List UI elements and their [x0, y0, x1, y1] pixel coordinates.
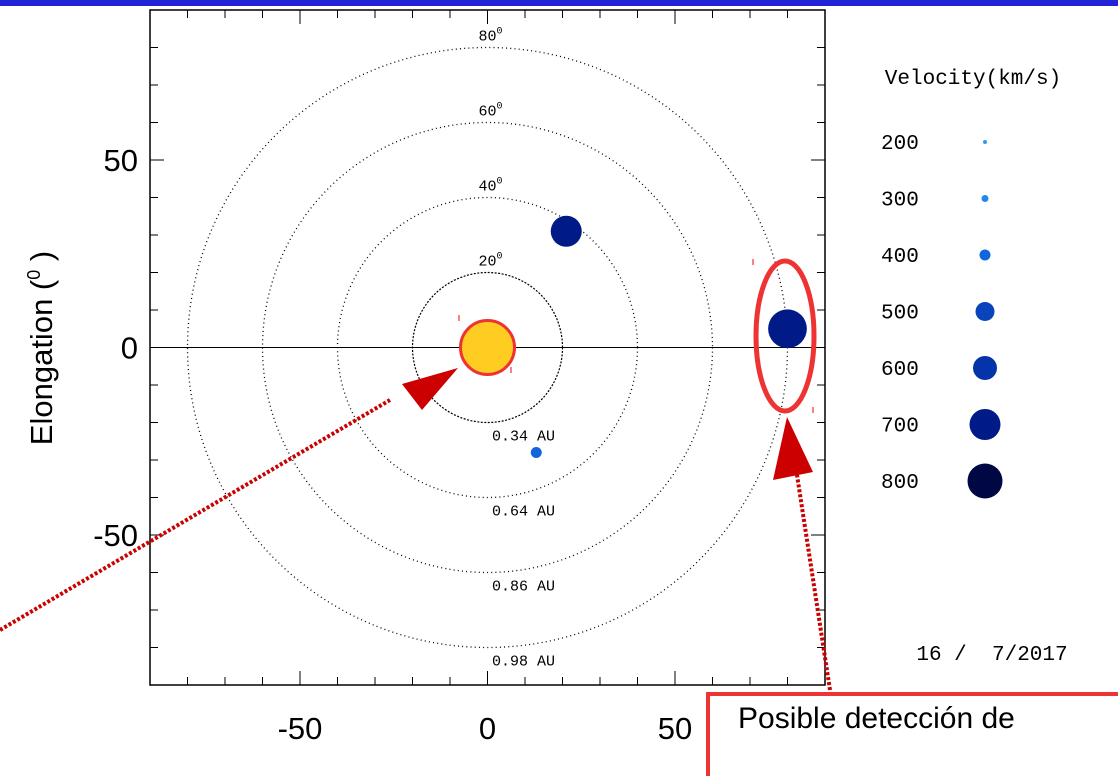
elongation-ring-20 — [411, 271, 564, 424]
ring-angle-label: 600 — [478, 102, 502, 121]
y-axis-title-sup: 0 — [24, 270, 44, 280]
ring-distance-label: 0.64 AU — [492, 504, 555, 521]
arrow-to-sun-shaft — [0, 398, 392, 632]
legend-label: 600 — [881, 359, 919, 382]
ring-angle-value: 60 — [478, 104, 496, 121]
legend-label: 500 — [881, 303, 919, 326]
legend-marker — [969, 409, 1001, 440]
legend-label: 400 — [881, 246, 919, 269]
legend-marker — [975, 302, 995, 321]
annotation-text: Posible detección de — [738, 702, 1015, 735]
ring-distance-label: 0.86 AU — [492, 579, 555, 596]
x-tick-label: 0 — [479, 711, 496, 746]
elongation-ring-40 — [336, 196, 639, 499]
legend-label: 800 — [881, 472, 919, 495]
highlight-ellipse — [753, 258, 817, 414]
ring-angle-label: 800 — [478, 27, 502, 46]
top-accent-bar — [0, 0, 1118, 6]
x-tick-label: -50 — [278, 711, 323, 746]
legend-marker — [983, 140, 987, 144]
legend-marker — [981, 195, 989, 202]
legend-label: 300 — [881, 190, 919, 213]
ring-angle-degree: 0 — [497, 252, 503, 263]
y-tick-label: 0 — [121, 331, 138, 366]
ring-angle-value: 80 — [478, 29, 496, 46]
y-tick-label: 50 — [104, 143, 138, 178]
ring-angle-degree: 0 — [497, 177, 503, 188]
arrow-to-sun-head — [402, 368, 458, 410]
ring-angle-value: 20 — [478, 254, 496, 271]
ring-distance-label: 0.34 AU — [492, 429, 555, 446]
ring-angle-degree: 0 — [497, 27, 503, 38]
arrow-to-detection-shaft — [795, 474, 832, 691]
data-point — [530, 447, 542, 458]
ring-angle-value: 40 — [478, 179, 496, 196]
y-axis-title-close: ) — [24, 251, 59, 270]
y-axis-title: Elongation (0 ) — [24, 251, 59, 445]
legend-marker — [973, 356, 997, 380]
annotation-callout: Posible detección de — [706, 692, 1118, 776]
y-axis-title-main: Elongation ( — [24, 279, 59, 445]
data-point — [550, 215, 582, 247]
date-label: 16 / 7/2017 — [916, 644, 1067, 667]
ring-distance-label: 0.98 AU — [492, 654, 555, 671]
sun-marker — [459, 319, 516, 376]
x-tick-label: 50 — [658, 711, 692, 746]
elongation-ring-60 — [261, 121, 714, 574]
legend-marker — [967, 463, 1003, 499]
ring-angle-label: 400 — [478, 177, 502, 196]
y-tick-label: -50 — [93, 518, 138, 553]
data-point — [768, 309, 807, 349]
ring-angle-degree: 0 — [497, 102, 503, 113]
arrow-to-detection-head — [773, 417, 813, 480]
ring-angle-label: 200 — [478, 252, 502, 271]
legend-title: Velocity(km/s) — [885, 68, 1061, 91]
legend-label: 200 — [881, 133, 919, 156]
legend-label: 700 — [881, 416, 919, 439]
legend-marker — [979, 249, 991, 261]
